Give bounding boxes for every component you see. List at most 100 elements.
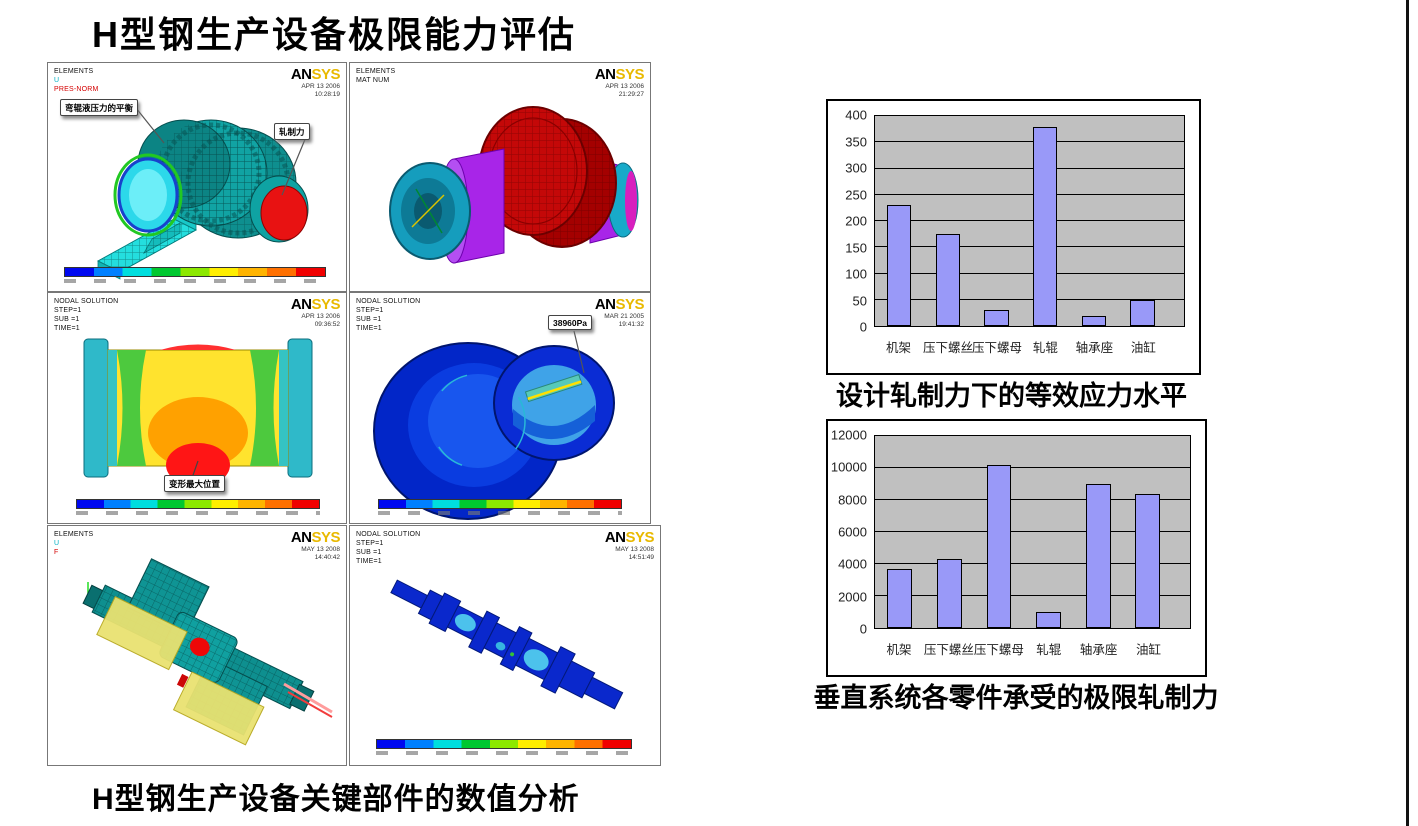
bar-压下螺母 bbox=[984, 310, 1009, 326]
y-axis-tick-label: 300 bbox=[845, 160, 867, 176]
ansys-logo-an: AN bbox=[290, 296, 312, 313]
x-axis-category-label: 机架 bbox=[886, 643, 912, 657]
ansys-logo-sys: SYS bbox=[625, 529, 654, 546]
gridline bbox=[875, 595, 1190, 596]
y-axis-tick-label: 150 bbox=[845, 240, 867, 255]
chart-1-caption: 设计轧制力下的等效应力水平 bbox=[836, 381, 1187, 411]
ansys-logo-sys: SYS bbox=[311, 66, 340, 83]
ansys-header-text: NODAL SOLUTION STEP=1 SUB =1 TIME=1 bbox=[356, 530, 420, 566]
y-axis-tick-label: 250 bbox=[845, 187, 867, 202]
stamp-time: 21:29:27 bbox=[618, 91, 644, 98]
ansys-logo: ANSYS bbox=[290, 66, 341, 83]
bar-油缸 bbox=[1135, 493, 1161, 628]
header-line: TIME=1 bbox=[356, 558, 382, 565]
roll-shaft-illustration bbox=[82, 558, 333, 746]
legend-tick-labels bbox=[76, 511, 320, 515]
header-line: SUB =1 bbox=[356, 316, 382, 323]
x-axis: 机架 压下螺丝 压下螺母 轧辊 轴承座 油缸 bbox=[874, 639, 1191, 659]
y-axis-tick-label: 10000 bbox=[830, 459, 867, 475]
ansys-logo-sys: SYS bbox=[311, 296, 340, 313]
x-axis-category-label: 轴承座 bbox=[1079, 643, 1118, 657]
y-axis: 0 2000 4000 6000 8000 10000 12000 bbox=[828, 429, 872, 636]
stress-level-bar-chart: 0 50 100 150 200 250 300 350 400 机架 压下螺丝 压下螺母 轧辊 轴承座… bbox=[826, 99, 1201, 375]
ansys-panel-roll-balance: ELEMENTS U PRES-NORM ANSYS APR 13 2006 1… bbox=[47, 62, 347, 292]
bar-轴承座 bbox=[1085, 484, 1111, 628]
y-axis-tick-label: 12000 bbox=[830, 427, 867, 443]
legend-tick-labels bbox=[378, 511, 622, 515]
x-axis: 机架 压下螺丝 压下螺母 轧辊 轴承座 油缸 bbox=[874, 337, 1185, 357]
roll-stack-illustration bbox=[389, 106, 639, 264]
stamp-date: MAY 13 2008 bbox=[615, 546, 654, 553]
ansys-timestamp: MAY 13 2008 14:51:49 bbox=[615, 546, 654, 562]
x-axis-category-label: 压下螺丝 bbox=[923, 643, 974, 657]
plot-area bbox=[874, 435, 1191, 629]
callout-leader bbox=[135, 107, 165, 144]
header-line: SUB =1 bbox=[356, 549, 382, 556]
ansys-header-text: ELEMENTS U PRES-NORM bbox=[54, 67, 99, 94]
stamp-date: MAR 21 2005 bbox=[604, 313, 644, 320]
slide-right-border bbox=[1406, 0, 1409, 826]
gridline bbox=[875, 115, 1184, 116]
bar-机架 bbox=[887, 568, 913, 628]
y-axis-tick-label: 6000 bbox=[838, 524, 867, 540]
bar-压下螺母 bbox=[986, 464, 1012, 628]
ansys-panel-deformation-contour: NODAL SOLUTION STEP=1 SUB =1 TIME=1 ANSY… bbox=[47, 292, 347, 524]
stamp-time: 09:36:52 bbox=[314, 321, 340, 328]
balance-disk-outer-ring bbox=[113, 153, 183, 237]
ansys-panel-roll-stack: ELEMENTS MAT NUM ANSYS APR 13 2006 21:29… bbox=[349, 62, 651, 292]
y-axis-tick-label: 0 bbox=[859, 621, 867, 637]
ansys-timestamp: APR 13 2006 21:29:27 bbox=[605, 83, 644, 99]
ansys-panel-bearing-bush: NODAL SOLUTION STEP=1 SUB =1 TIME=1 ANSY… bbox=[349, 292, 651, 524]
y-axis: 0 50 100 150 200 250 300 350 400 bbox=[828, 109, 872, 334]
ansys-header-text: ELEMENTS U F bbox=[54, 530, 93, 557]
balance-disk-face bbox=[129, 169, 167, 221]
legend-tick-labels bbox=[64, 279, 326, 283]
y-axis-tick-label: 0 bbox=[859, 319, 867, 335]
bar-压下螺丝 bbox=[937, 559, 962, 628]
header-line: PRES-NORM bbox=[54, 86, 99, 93]
gridline bbox=[875, 298, 1184, 300]
y-axis-tick-label: 200 bbox=[845, 213, 867, 229]
stamp-time: 14:40:42 bbox=[314, 554, 340, 561]
contour-legend bbox=[76, 499, 320, 515]
spindle-shaft-model bbox=[390, 579, 624, 710]
gridline bbox=[875, 499, 1190, 500]
roll-shaft-model bbox=[82, 558, 315, 746]
ansys-timestamp: MAY 13 2008 14:40:42 bbox=[301, 546, 340, 562]
bar-压下螺丝 bbox=[935, 234, 961, 326]
ansys-logo-an: AN bbox=[290, 529, 312, 546]
ansys-timestamp: MAR 21 2005 19:41:32 bbox=[604, 313, 644, 329]
stamp-date: APR 13 2006 bbox=[301, 83, 340, 90]
x-axis-category-label: 压下螺丝 bbox=[922, 341, 973, 355]
callout-max-deformation: 变形最大位置 bbox=[164, 475, 226, 492]
ansys-panel-spindle-shaft: NODAL SOLUTION STEP=1 SUB =1 TIME=1 ANSY… bbox=[349, 525, 661, 766]
plot-area bbox=[874, 115, 1185, 327]
header-line: ELEMENTS bbox=[356, 68, 396, 75]
gridline bbox=[875, 141, 1184, 143]
ansys-logo: ANSYS bbox=[595, 296, 645, 313]
chart-2-caption: 垂直系统各零件承受的极限轧制力 bbox=[813, 683, 1219, 713]
y-axis-tick-label: 350 bbox=[845, 134, 867, 149]
ansys-header-text: ELEMENTS MAT NUM bbox=[356, 67, 395, 85]
stamp-date: APR 13 2006 bbox=[301, 313, 340, 320]
ansys-panel-roll-shaft-mesh: ELEMENTS U F ANSYS MAY 13 2008 14:40:42 bbox=[47, 525, 347, 766]
y-axis-tick-label: 4000 bbox=[838, 556, 867, 572]
legend-tick-labels bbox=[376, 751, 632, 755]
bar-油缸 bbox=[1130, 299, 1155, 326]
ansys-logo: ANSYS bbox=[290, 296, 341, 313]
ansys-logo: ANSYS bbox=[595, 66, 645, 83]
x-axis-category-label: 机架 bbox=[885, 341, 911, 355]
header-line: NODAL SOLUTION bbox=[54, 298, 119, 305]
header-line: NODAL SOLUTION bbox=[356, 298, 421, 305]
x-axis-category-label: 压下螺母 bbox=[973, 643, 1024, 657]
ansys-logo-sys: SYS bbox=[311, 529, 340, 546]
ansys-timestamp: APR 13 2006 09:36:52 bbox=[301, 313, 340, 329]
x-axis-category-label: 轧辊 bbox=[1036, 643, 1062, 657]
x-axis-category-label: 轴承座 bbox=[1075, 341, 1114, 355]
header-line: MAT NUM bbox=[356, 77, 390, 84]
ansys-logo: ANSYS bbox=[290, 529, 341, 546]
ansys-logo-an: AN bbox=[290, 66, 312, 83]
limit-rolling-force-bar-chart: 0 2000 4000 6000 8000 10000 12000 机架 压下螺丝 压下螺母 轧辊… bbox=[826, 419, 1207, 677]
gridline bbox=[875, 272, 1184, 274]
y-axis-tick-label: 100 bbox=[845, 266, 867, 282]
